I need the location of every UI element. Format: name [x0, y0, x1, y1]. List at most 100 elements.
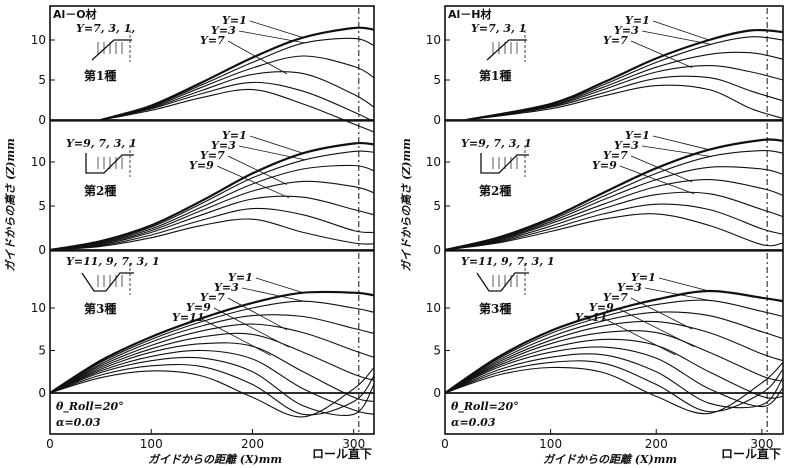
series-line [49, 323, 375, 394]
subplot-row-2: 0 5 10 Y=9, 7, 3, 1 第2種 Y=1Y=3Y=7Y=9 [31, 120, 375, 257]
leader-line [652, 20, 710, 41]
curve-label: Y=1 [222, 14, 247, 27]
series-line [444, 149, 784, 251]
series-line [444, 311, 784, 394]
subplot-row-3: 0 5 10 Y=11, 9, 7, 3, 1 第3種 Y=1Y=3Y=7Y=9Y=11 [31, 250, 375, 433]
y-tick-label: 5 [433, 344, 441, 358]
series-line [100, 88, 375, 133]
leader-line [630, 40, 693, 69]
subplot-row-1: 0 5 10 Y=7, 3, 1, 第1種 Y=1Y=3Y=7 [31, 8, 375, 133]
y-tick-label: 10 [31, 155, 46, 169]
series-line [444, 138, 784, 252]
subtype-label: 第1種 [479, 68, 511, 83]
x-tick-label: 200 [645, 437, 668, 451]
subtype-label: 第3種 [84, 301, 116, 316]
curve-label: Y=7 [603, 34, 628, 47]
leader-line [249, 135, 304, 154]
roll-label: ロール直下 [721, 446, 781, 461]
subplot-row-3: 0 5 10 Y=11, 9, 7, 3, 1 第3種 Y=1Y=3Y=7Y=9Y=11 [426, 250, 784, 433]
curve-label: Y=7 [603, 149, 628, 162]
series-line [49, 141, 375, 252]
x-tick-label: 300 [342, 437, 365, 451]
y-axis-label: ガイドからの高さ (Z)mm [4, 138, 17, 272]
leader-line [652, 135, 710, 151]
leader-line [227, 155, 288, 185]
leader-line [616, 307, 695, 348]
panel-frame [444, 5, 784, 435]
leader-line [641, 145, 712, 157]
curve-label: Y=9 [592, 159, 617, 172]
series-line [444, 166, 784, 251]
series-line [49, 150, 375, 251]
series-line [444, 353, 784, 409]
series-line [100, 26, 375, 122]
curve-label: Y=3 [617, 281, 642, 294]
alpha-label: α=0.03 [451, 416, 496, 429]
subplot-row-1: 0 5 10 Y=7, 3, 1 第1種 Y=1Y=3Y=7 [426, 8, 784, 127]
curve-label: Y=3 [214, 281, 239, 294]
curve-label: Y=9 [189, 159, 214, 172]
series-line [49, 180, 375, 251]
series-line [49, 195, 375, 251]
curve-label: Y=1 [228, 271, 253, 284]
y-tick-label: 0 [433, 386, 441, 400]
leader-line [641, 30, 712, 45]
curve-label: Y=11 [172, 311, 204, 324]
series-line [444, 330, 784, 394]
groove-sketch-icon [480, 153, 529, 174]
series-line [466, 51, 784, 121]
curve-label: Y=7 [200, 34, 225, 47]
panel-header: Al－O材 [53, 7, 97, 21]
y-list-label: Y=9, 7, 3, 1 [461, 137, 532, 150]
series-line [100, 37, 375, 121]
x-tick-label: 300 [750, 437, 773, 451]
y-tick-label: 10 [426, 301, 441, 315]
series-line [466, 36, 784, 121]
y-axis-label: ガイドからの高さ (Z)mm [400, 138, 413, 272]
y-tick-label: 0 [38, 243, 46, 257]
leader-line [213, 307, 290, 348]
x-tick-label: 0 [46, 437, 54, 451]
leader-line [216, 165, 290, 199]
theta-label: θ_Roll=20° [56, 400, 124, 414]
series-line [444, 360, 784, 413]
series-line [465, 28, 784, 122]
leader-line [227, 297, 288, 331]
subtype-label: 第1種 [84, 68, 116, 83]
curve-label: Y=3 [211, 139, 236, 152]
y-tick-label: 0 [38, 113, 46, 127]
groove-sketch-icon [81, 272, 134, 292]
y-list-label: Y=11, 9, 7, 3, 1 [66, 255, 160, 268]
curve-label: Y=1 [625, 14, 650, 27]
curve-label: Y=7 [603, 291, 628, 304]
series-line [444, 362, 784, 415]
series-line [466, 65, 784, 121]
series-line [444, 320, 784, 394]
series-line [100, 55, 375, 121]
subplot-row-2: 0 5 10 Y=9, 7, 3, 1 第2種 Y=1Y=3Y=7Y=9 [426, 120, 784, 257]
groove-sketch-icon [476, 272, 529, 292]
leader-line [238, 30, 306, 44]
leader-line [630, 297, 693, 330]
y-tick-label: 10 [426, 33, 441, 47]
curve-label: Y=9 [589, 301, 614, 314]
series-line [444, 203, 784, 251]
y-list-label: Y=7, 3, 1 [471, 22, 526, 35]
panel-frame [49, 5, 375, 435]
panel-header: Al－H材 [448, 7, 492, 21]
y-tick-label: 0 [433, 243, 441, 257]
series-line [49, 300, 375, 394]
groove-sketch-icon [486, 39, 527, 61]
y-list-label: Y=7, 3, 1, [76, 22, 135, 35]
leader-line [602, 317, 676, 356]
series-line [444, 213, 784, 251]
y-tick-label: 5 [38, 73, 46, 87]
leader-line [238, 145, 306, 161]
leader-line [644, 287, 712, 302]
series-line [49, 164, 375, 251]
leader-line [630, 155, 693, 183]
y-list-label: Y=11, 9, 7, 3, 1 [461, 255, 555, 268]
x-tick-label: 100 [539, 437, 562, 451]
